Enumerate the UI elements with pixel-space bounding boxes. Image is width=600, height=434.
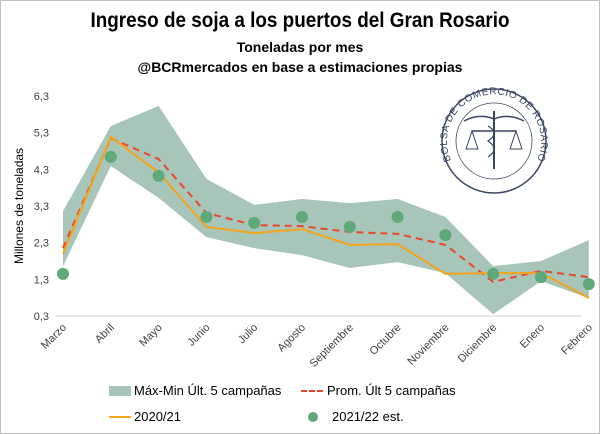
data-point-2021-22 <box>152 169 165 182</box>
data-point-2021-22 <box>104 150 117 163</box>
y-tick-label: 6,3 <box>34 91 49 103</box>
dashed-swatch <box>301 389 323 392</box>
x-tick-label: Julio <box>236 322 260 346</box>
band-swatch <box>109 385 131 396</box>
x-tick-label: Febrero <box>559 322 595 358</box>
line-swatch <box>109 415 131 418</box>
dot-swatch <box>308 411 318 422</box>
legend-label-2021-22: 2021/22 est. <box>332 409 404 424</box>
y-tick-label: 2,3 <box>34 238 49 250</box>
y-axis-label: Millones de toneladas <box>12 148 26 264</box>
legend-item-2021-22: 2021/22 est. <box>308 409 404 424</box>
data-point-2021-22 <box>248 216 261 229</box>
y-tick-label: 1,3 <box>34 274 49 286</box>
data-point-2021-22 <box>296 211 308 223</box>
data-point-2021-22 <box>439 228 452 241</box>
data-point-2021-22 <box>535 271 547 284</box>
data-point-2021-22 <box>343 220 356 233</box>
legend-item-2020-21: 2020/21 <box>109 409 181 424</box>
y-tick-label: 4,3 <box>34 164 49 176</box>
x-tick-label: Mayo <box>137 322 165 350</box>
data-point-2021-22 <box>57 267 69 280</box>
data-point-2021-22 <box>582 278 595 291</box>
y-tick-label: 0,3 <box>34 311 49 323</box>
legend-item-band: Máx-Min Últ. 5 campañas <box>109 383 281 398</box>
legend-item-avg: Prom. Últ 5 campañas <box>301 383 456 398</box>
logo: BOLSA DE COMERCIO DE ROSARIO <box>439 86 549 194</box>
x-tick-label: Marzo <box>39 322 69 352</box>
x-tick-label: Noviembre <box>405 322 451 368</box>
legend-label-2020-21: 2020/21 <box>134 409 181 424</box>
x-tick-label: Enero <box>518 322 547 351</box>
legend-label-band: Máx-Min Últ. 5 campañas <box>134 383 282 398</box>
avg-line <box>62 136 589 283</box>
y-tick-label: 5,3 <box>34 128 49 140</box>
x-tick-label: Agosto <box>275 322 308 355</box>
x-tick-label: Junio <box>185 322 212 349</box>
x-tick-label: Septiembre <box>308 322 356 370</box>
chart-source: @BCRmercados en base a estimaciones prop… <box>137 59 463 75</box>
line-2020-21 <box>62 135 590 299</box>
legend-label-avg: Prom. Últ 5 campañas <box>327 383 456 398</box>
chart-subtitle: Toneladas por mes <box>236 39 364 55</box>
x-tick-label: Abril <box>93 322 117 346</box>
x-tick-label: Octubre <box>368 322 404 358</box>
x-tick-label: Diciembre <box>456 322 499 365</box>
data-point-2021-22 <box>391 211 404 223</box>
chart-title: Ingreso de soja a los puertos del Gran R… <box>90 9 510 32</box>
y-tick-label: 3,3 <box>34 201 49 213</box>
max-min-band <box>63 105 589 315</box>
data-point-2021-22 <box>200 211 213 223</box>
data-point-2021-22 <box>487 267 500 280</box>
